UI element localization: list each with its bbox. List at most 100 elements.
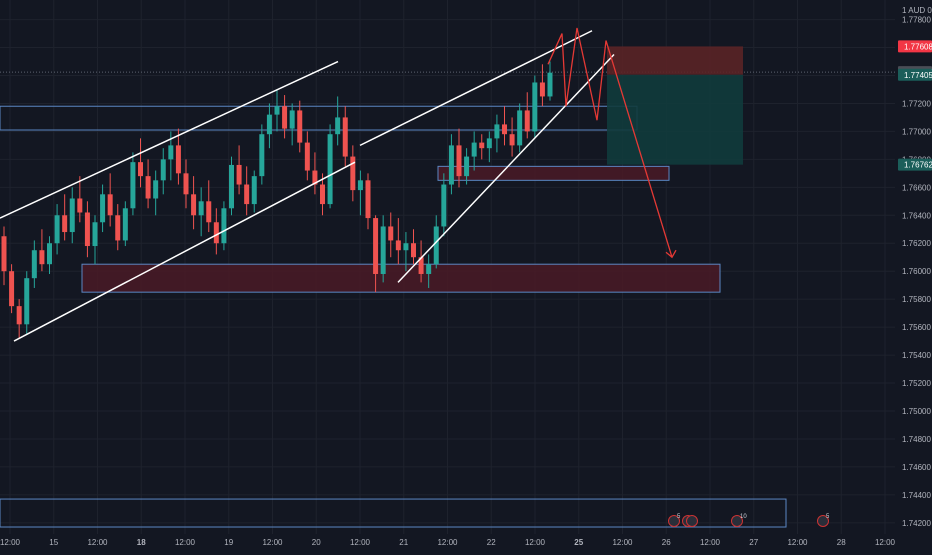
zone-rectangles[interactable]	[0, 105, 787, 528]
time-tick-label: 12:00	[437, 538, 458, 547]
time-tick-label: 12:00	[175, 538, 196, 547]
candle-body	[221, 208, 227, 244]
candle	[69, 187, 75, 244]
candle	[274, 89, 280, 132]
candle-body	[456, 145, 462, 177]
candle	[138, 138, 143, 188]
event-icon	[731, 515, 743, 527]
candle-body	[395, 240, 401, 251]
projection-polyline	[547, 27, 673, 258]
candle	[357, 170, 363, 216]
candle	[297, 100, 303, 153]
event-icon	[668, 515, 680, 527]
candle	[236, 145, 242, 195]
candle	[502, 106, 507, 146]
candle	[517, 103, 523, 153]
candle	[153, 170, 159, 216]
event-markers[interactable]: 5 10 5	[668, 514, 831, 527]
candle-body	[236, 164, 242, 185]
candle	[320, 173, 325, 216]
candle-body	[517, 110, 523, 146]
short-position-tool[interactable]	[607, 46, 743, 165]
candle-body	[77, 198, 83, 213]
projection-path[interactable]	[547, 27, 677, 259]
candle	[24, 271, 30, 335]
candle-body	[448, 145, 454, 185]
event-marker[interactable]: 5	[668, 514, 682, 527]
candle-body	[304, 142, 310, 171]
candle-body	[145, 176, 151, 199]
price-tick-label: 1.77200	[902, 99, 931, 108]
wedge-upper-line	[359, 30, 593, 147]
time-tick-label: 25	[574, 538, 583, 547]
candle-body	[138, 162, 143, 177]
candle	[198, 187, 204, 237]
candle	[532, 75, 538, 139]
candle-body	[9, 271, 15, 307]
candle	[289, 103, 295, 146]
candle	[464, 148, 470, 185]
price-tick-label: 1.74400	[902, 491, 931, 500]
candle	[350, 145, 356, 202]
price-tick-label: 1.75000	[902, 407, 931, 416]
time-tick-label: 22	[487, 538, 496, 547]
candle	[494, 114, 500, 153]
candle-body	[539, 82, 545, 97]
candle	[471, 131, 477, 171]
candle	[486, 131, 492, 163]
event-icon	[686, 515, 698, 527]
candle	[547, 61, 553, 101]
stop-price-badge: 1.77608	[898, 40, 932, 53]
candle-body	[297, 110, 303, 143]
channel-lower-line	[13, 161, 356, 342]
badge-bg	[898, 68, 932, 81]
candle	[342, 106, 348, 167]
time-tick-label: 20	[312, 538, 321, 547]
wedge-lower-line	[397, 54, 615, 283]
candle	[39, 229, 45, 272]
candle-body	[532, 82, 538, 132]
time-axis[interactable]: 12:00 15 12:00 18 12:00 19 12:00 20 12:00 21 12:00…	[0, 538, 896, 547]
trend-lines[interactable]	[0, 30, 615, 342]
price-tick-label: 1.75600	[902, 323, 931, 332]
candle-body	[350, 156, 356, 191]
time-tick-label: 21	[399, 538, 408, 547]
candle	[221, 201, 227, 251]
candle-body	[198, 201, 204, 216]
candle-body	[342, 117, 348, 157]
candle-body	[327, 134, 333, 205]
price-tick-label: 1.75200	[902, 379, 931, 388]
candle-body	[259, 134, 265, 177]
candle-body	[502, 124, 507, 135]
entry-price-badge: 1.77405	[898, 68, 932, 81]
candle	[31, 240, 37, 288]
event-count: 5	[677, 514, 681, 520]
time-tick-label: 12:00	[525, 538, 546, 547]
time-tick-label: 12:00	[700, 538, 721, 547]
candle	[441, 173, 447, 237]
candle	[229, 156, 234, 216]
candle-body	[24, 278, 30, 325]
price-tick-label: 1.77800	[902, 16, 931, 25]
candle-body	[320, 184, 325, 205]
candle	[282, 95, 288, 139]
candle-body	[206, 201, 212, 223]
candle-body	[100, 194, 106, 223]
candle-body	[357, 180, 363, 191]
candle-body	[547, 72, 553, 97]
projection-arrowhead	[665, 249, 677, 259]
candle-body	[175, 145, 181, 174]
event-marker[interactable]: 5	[817, 514, 831, 527]
price-tick-label: 1.77000	[902, 127, 931, 136]
candle	[304, 131, 310, 181]
event-marker[interactable]: 10	[731, 514, 748, 527]
stop-loss-zone	[607, 46, 743, 75]
candle	[373, 215, 379, 293]
candle	[426, 254, 432, 288]
candle-body	[244, 184, 250, 205]
candle-body	[84, 212, 90, 247]
event-marker[interactable]	[686, 515, 698, 527]
bottom-zone-outline	[0, 498, 787, 528]
